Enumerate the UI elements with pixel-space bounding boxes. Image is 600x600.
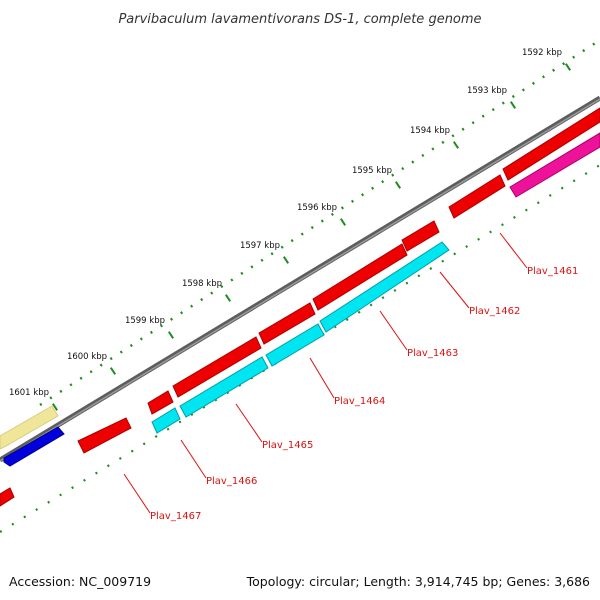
scale-tick-label: 1599 kbp [125,316,165,326]
gene-label-plav-1467[interactable]: Plav_1467 [150,511,201,522]
scale-tick-mark [167,331,175,339]
scale-tick-mark [564,63,572,71]
scale-tick-mark [394,181,402,189]
scale-tick-label: 1596 kbp [297,203,337,213]
scale-tick-label: 1598 kbp [182,279,222,289]
scale-tick-mark [109,367,117,375]
gene-label-plav-1461[interactable]: Plav_1461 [527,266,578,277]
cds-red-top-right[interactable] [502,107,600,181]
genome-title: Parvibaculum lavamentivorans DS-1, compl… [118,12,481,27]
scale-tick-mark [339,218,347,226]
scale-tick-mark [224,294,232,302]
gene-label-plav-1463[interactable]: Plav_1463 [407,348,458,359]
gene-label-plav-1462[interactable]: Plav_1462 [469,306,520,317]
genome-summary-text: Topology: circular; Length: 3,914,745 bp… [246,574,590,589]
scale-tick-label: 1601 kbp [9,388,49,398]
cds-plav-1462[interactable] [401,220,440,252]
scale-tick-mark [452,141,460,149]
cds-plav-1466-small[interactable] [147,390,174,415]
scale-tick-mark [51,403,59,411]
cds-cyan-3[interactable] [265,323,325,367]
gene-label-plav-1465[interactable]: Plav_1465 [262,440,313,451]
scale-tick-label: 1593 kbp [467,86,507,96]
scale-tick-mark [282,256,290,264]
cds-plav-1461[interactable] [448,174,506,219]
scale-tick-label: 1594 kbp [410,126,450,136]
cds-blue[interactable] [3,426,65,467]
scale-ticks: 1592 kbp 1593 kbp 1594 kbp 1595 kbp 1596 kbp… [9,48,572,411]
gene-features [0,107,600,507]
cds-cyan-4[interactable] [319,241,450,333]
cds-plav-1464[interactable] [258,302,316,345]
scale-tick-mark [509,101,517,109]
cds-plav-1467[interactable] [77,417,132,454]
gene-labels: Plav_1461 Plav_1462 Plav_1463 Plav_1464 … [123,232,578,522]
scale-tick-label: 1595 kbp [352,166,392,176]
cds-cyan-2[interactable] [179,356,269,418]
cds-plav-1463[interactable] [312,243,408,311]
cds-cyan-1[interactable] [151,407,181,434]
outer-scale-track [39,38,600,407]
scale-tick-label: 1600 kbp [67,352,107,362]
cds-plav-1465[interactable] [172,336,262,398]
scale-tick-label: 1597 kbp [240,241,280,251]
cds-red-edge[interactable] [0,487,15,507]
scale-tick-label: 1592 kbp [522,48,562,58]
genome-backbone [0,95,600,463]
gene-label-plav-1466[interactable]: Plav_1466 [206,476,257,487]
cds-magenta[interactable] [509,132,600,198]
accession-text: Accession: NC_009719 [9,574,151,589]
cds-yellow[interactable] [0,405,59,450]
gene-label-plav-1464[interactable]: Plav_1464 [334,396,385,407]
